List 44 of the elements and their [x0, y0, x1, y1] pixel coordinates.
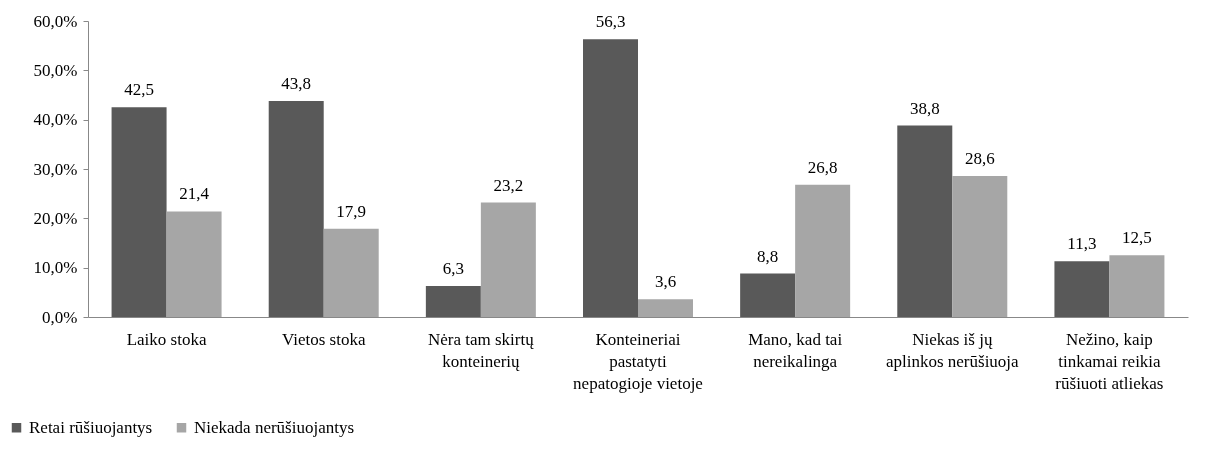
y-tick-label: 20,0%	[33, 208, 78, 228]
x-tick-label: Nežino, kaip tinkamai reikia rūšiuoti atliekas	[1055, 329, 1164, 393]
bar	[480, 202, 536, 317]
data-label: 17,9	[336, 201, 367, 221]
bar	[425, 285, 481, 317]
bar	[740, 273, 796, 317]
data-label: 28,6	[964, 148, 995, 168]
data-label: 3,6	[654, 272, 677, 292]
data-label: 8,8	[757, 246, 779, 266]
data-label: 56,3	[595, 12, 626, 32]
bar	[323, 228, 379, 317]
data-label: 43,8	[281, 73, 312, 93]
bar	[897, 125, 953, 317]
data-label: 12,5	[1122, 228, 1152, 248]
x-tick-label: Niekas iš jų aplinkos nerūšiuoja	[885, 329, 1020, 371]
x-tick-label: Vietos stoka	[281, 329, 366, 349]
bar	[638, 299, 693, 317]
data-label: 38,8	[909, 98, 940, 118]
bar	[1054, 261, 1110, 317]
legend-label: Niekada nerūšiuojantys	[194, 417, 355, 437]
bar	[111, 107, 167, 317]
y-tick-label: 50,0%	[33, 60, 78, 80]
y-tick-label: 30,0%	[33, 159, 78, 179]
data-label: 6,3	[442, 258, 464, 278]
y-tick-label: 40,0%	[33, 110, 78, 130]
bar	[583, 39, 638, 317]
bar	[1109, 255, 1165, 317]
data-label: 11,3	[1067, 234, 1097, 254]
legend-label: Retai rūšiuojantys	[29, 417, 153, 437]
bar	[166, 211, 222, 317]
data-label: 21,4	[179, 184, 210, 204]
data-label: 42,5	[124, 80, 154, 100]
x-tick-label: Konteineriai pastatyti nepatogioje vietoje	[573, 329, 703, 393]
x-tick-label: Laiko stoka	[126, 329, 207, 349]
x-tick-label: Nėra tam skirtų konteinerių	[427, 329, 535, 371]
y-tick-label: 0,0%	[42, 307, 78, 327]
data-label: 26,8	[807, 157, 838, 177]
bar	[795, 184, 851, 317]
data-label: 23,2	[493, 175, 524, 195]
y-tick-label: 60,0%	[33, 11, 78, 31]
y-tick-label: 10,0%	[33, 258, 78, 278]
x-tick-label: Mano, kad tai nereikalinga	[748, 329, 843, 371]
bar	[952, 175, 1008, 317]
bar	[268, 100, 324, 317]
